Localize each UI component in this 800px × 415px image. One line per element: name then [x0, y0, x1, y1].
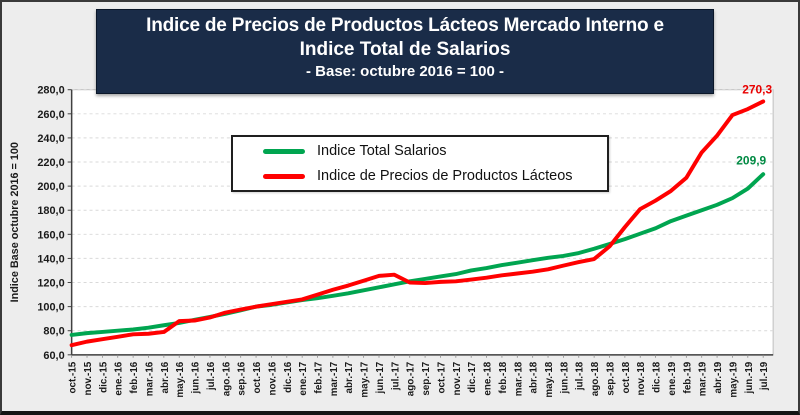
legend-item-salarios: Indice Total Salarios — [233, 139, 607, 164]
x-tick-label: oct.-15 — [68, 361, 79, 393]
x-tick-label: may.-17 — [360, 361, 371, 397]
x-tick-label: jul.-16 — [206, 361, 217, 391]
x-tick-label: jun.-16 — [191, 361, 202, 394]
legend-item-lacteos: Indice de Precios de Productos Lácteos — [233, 164, 607, 189]
x-tick-label: abr.-17 — [344, 361, 355, 393]
x-tick-label: ene.-17 — [298, 361, 309, 395]
chart-subtitle: - Base: octubre 2016 = 100 - — [305, 63, 504, 80]
chart-title-line2: Indice Total de Salarios — [299, 39, 511, 60]
y-tick-label: 200,0 — [37, 181, 64, 193]
x-tick-label: sep.-16 — [237, 361, 248, 395]
x-tick-label: ene.-19 — [667, 361, 678, 395]
y-tick-label: 220,0 — [37, 157, 64, 169]
x-tick-label: jun.-18 — [559, 361, 570, 394]
chart-legend: Indice Total Salarios Indice de Precios … — [231, 135, 609, 192]
x-tick-label: jun.-19 — [744, 361, 755, 394]
legend-label-lacteos: Indice de Precios de Productos Lácteos — [317, 168, 573, 184]
lacteos-line — [69, 99, 766, 348]
salarios-end-label: 209,9 — [736, 153, 766, 167]
x-tick-label: nov.-16 — [267, 361, 278, 395]
chart-title-line1: Indice de Precios de Productos Lácteos M… — [146, 15, 664, 36]
x-tick-label: abr.-18 — [529, 361, 540, 393]
x-tick-label: jun.-17 — [375, 361, 386, 394]
x-tick-label: feb.-17 — [313, 361, 324, 393]
x-tick-label: mar.-16 — [144, 361, 155, 396]
x-tick-label: dic.-18 — [652, 361, 663, 393]
x-tick-label: oct.-16 — [252, 361, 263, 393]
y-tick-label: 80,0 — [43, 326, 64, 338]
x-tick-label: nov.-18 — [636, 361, 647, 395]
chart-title-box: Indice de Precios de Productos Lácteos M… — [96, 9, 714, 94]
x-tick-label: ago.-18 — [590, 361, 601, 396]
y-tick-label: 140,0 — [37, 253, 64, 265]
x-tick-label: nov.-15 — [83, 361, 94, 395]
y-tick-label: 240,0 — [37, 133, 64, 145]
x-tick-label: ago.-17 — [406, 361, 417, 396]
y-tick-label: 60,0 — [43, 350, 64, 362]
y-tick-label: 280,0 — [37, 85, 64, 97]
x-tick-label: dic.-17 — [467, 361, 478, 393]
y-tick-label: 120,0 — [37, 278, 64, 290]
x-tick-label: dic.-15 — [98, 361, 109, 393]
x-tick-label: ene.-18 — [483, 361, 494, 395]
legend-label-salarios: Indice Total Salarios — [317, 143, 447, 159]
x-tick-label: jul.-17 — [390, 361, 401, 391]
x-tick-label: ene.-16 — [114, 361, 125, 395]
y-axis-title: Indice Base octubre 2016 = 100 — [9, 142, 21, 302]
x-tick-label: abr.-19 — [713, 361, 724, 393]
x-tick-label: mar.-19 — [698, 361, 709, 396]
x-tick-label: feb.-16 — [129, 361, 140, 393]
x-tick-label: feb.-19 — [682, 361, 693, 393]
x-tick-label: sep.-17 — [421, 361, 432, 395]
x-tick-label: sep.-18 — [605, 361, 616, 395]
x-tick-label: may.-19 — [728, 361, 739, 397]
x-tick-label: mar.-18 — [513, 361, 524, 396]
y-tick-label: 100,0 — [37, 302, 64, 314]
y-tick-label: 260,0 — [37, 109, 64, 121]
x-tick-label: abr.-16 — [160, 361, 171, 393]
lacteos-line-swatch — [263, 173, 305, 179]
x-tick-label: nov.-17 — [452, 361, 463, 395]
x-tick-label: dic.-16 — [283, 361, 294, 393]
x-tick-label: oct.-18 — [621, 361, 632, 393]
y-tick-label: 160,0 — [37, 229, 64, 241]
x-tick-label: feb.-18 — [498, 361, 509, 393]
y-tick-label: 180,0 — [37, 205, 64, 217]
x-tick-label: mar.-17 — [329, 361, 340, 396]
x-tick-label: may.-16 — [175, 361, 186, 397]
salarios-line-swatch — [263, 148, 305, 154]
x-tick-label: jul.-19 — [759, 361, 770, 391]
x-tick-label: jul.-18 — [575, 361, 586, 391]
x-tick-label: ago.-16 — [221, 361, 232, 396]
plot-area — [71, 89, 774, 356]
x-tick-label: oct.-17 — [436, 361, 447, 393]
lacteos-end-label: 270,3 — [742, 83, 772, 97]
x-tick-label: may.-18 — [544, 361, 555, 397]
